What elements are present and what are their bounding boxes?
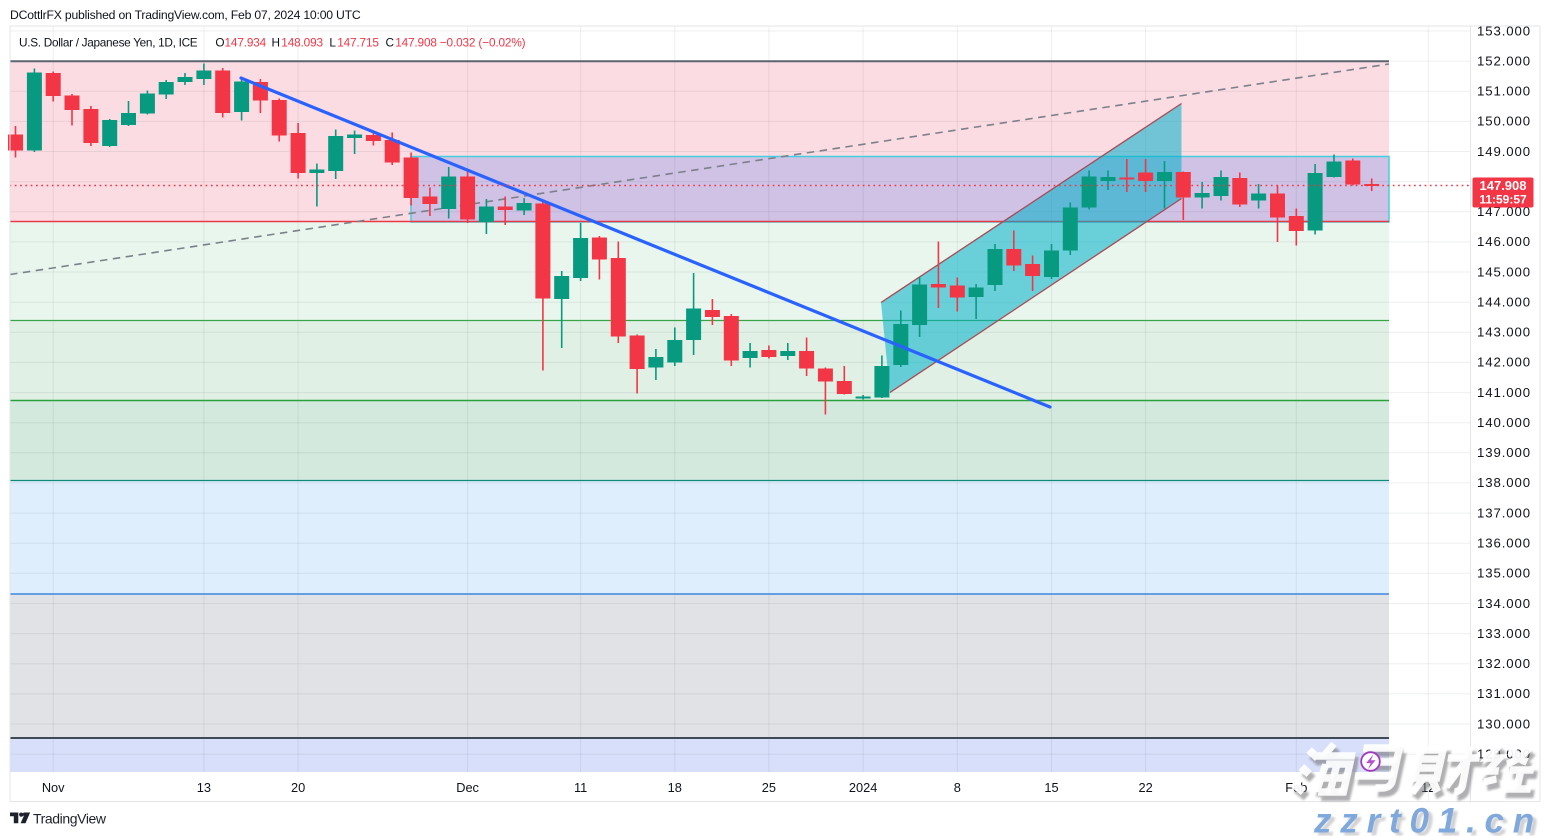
svg-text:8: 8: [954, 780, 961, 795]
svg-text:25: 25: [762, 780, 776, 795]
svg-text:135.000: 135.000: [1477, 566, 1531, 581]
svg-text:130.000: 130.000: [1477, 716, 1531, 731]
svg-text:137.000: 137.000: [1477, 505, 1531, 520]
svg-text:zzrt01.cn: zzrt01.cn: [1313, 802, 1543, 836]
svg-text:134.000: 134.000: [1477, 596, 1531, 611]
svg-text:C: C: [386, 36, 395, 50]
svg-text:15: 15: [1044, 780, 1058, 795]
svg-text:Nov: Nov: [42, 780, 65, 795]
svg-text:153.000: 153.000: [1477, 23, 1531, 38]
svg-text:140.000: 140.000: [1477, 415, 1531, 430]
svg-text:150.000: 150.000: [1477, 114, 1531, 129]
svg-text:L: L: [329, 36, 336, 50]
svg-text:11: 11: [574, 780, 587, 795]
svg-text:146.000: 146.000: [1477, 234, 1531, 249]
svg-text:139.000: 139.000: [1477, 445, 1531, 460]
svg-text:151.000: 151.000: [1477, 84, 1531, 99]
svg-text:132.000: 132.000: [1477, 656, 1531, 671]
svg-text:147.908: 147.908: [1480, 178, 1527, 193]
svg-text:18: 18: [668, 780, 682, 795]
svg-text:DCottlrFX published on Trading: DCottlrFX published on TradingView.com, …: [10, 8, 361, 22]
svg-text:147.715: 147.715: [337, 36, 379, 50]
svg-text:Dec: Dec: [456, 780, 479, 795]
svg-text:145.000: 145.000: [1477, 264, 1531, 279]
svg-text:144.000: 144.000: [1477, 295, 1531, 310]
svg-text:147.908: 147.908: [395, 36, 437, 50]
svg-text:143.000: 143.000: [1477, 325, 1531, 340]
svg-text:141.000: 141.000: [1477, 385, 1531, 400]
svg-text:22: 22: [1138, 780, 1152, 795]
svg-text:U.S. Dollar / Japanese Yen, 1D: U.S. Dollar / Japanese Yen, 1D, ICE: [19, 36, 198, 50]
svg-text:zzrt01.cn: zzrt01.cn: [1317, 805, 1547, 836]
svg-text:20: 20: [291, 780, 305, 795]
svg-text:H: H: [272, 36, 280, 50]
svg-text:13: 13: [197, 780, 211, 795]
svg-text:147.000: 147.000: [1477, 204, 1531, 219]
svg-text:2024: 2024: [849, 780, 877, 795]
svg-text:148.093: 148.093: [281, 36, 323, 50]
svg-text:O: O: [215, 36, 224, 50]
svg-text:147.934: 147.934: [225, 36, 267, 50]
svg-text:152.000: 152.000: [1477, 53, 1531, 68]
svg-text:142.000: 142.000: [1477, 355, 1531, 370]
svg-text:136.000: 136.000: [1477, 536, 1531, 551]
svg-text:−0.032 (−0.02%): −0.032 (−0.02%): [440, 36, 526, 50]
svg-text:131.000: 131.000: [1477, 686, 1531, 701]
svg-text:138.000: 138.000: [1477, 475, 1531, 490]
svg-text:TradingView: TradingView: [33, 811, 107, 827]
svg-text:133.000: 133.000: [1477, 626, 1531, 641]
svg-text:149.000: 149.000: [1477, 144, 1531, 159]
svg-text:11:59:57: 11:59:57: [1479, 193, 1527, 207]
